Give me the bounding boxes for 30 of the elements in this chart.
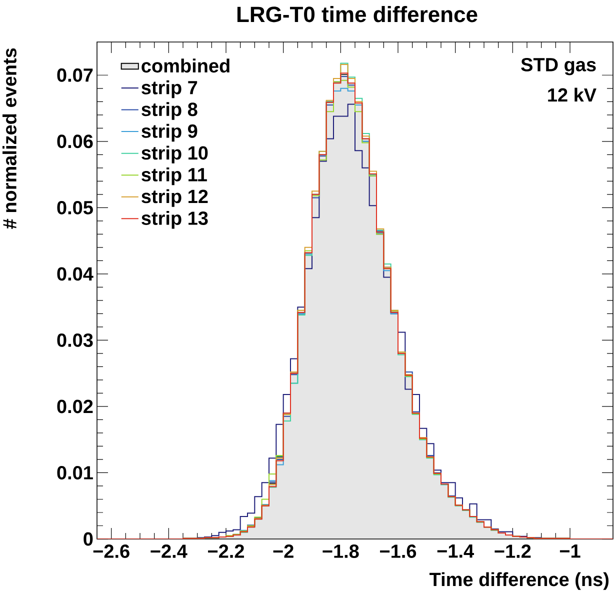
y-tick-label: 0.06 — [57, 134, 93, 148]
y-tick-label: 0 — [84, 532, 93, 546]
annotation: STD gas — [521, 58, 596, 76]
y-tick-label: 0.04 — [57, 267, 94, 281]
y-axis-title: # normalized events — [2, 48, 16, 229]
legend-label: strip 9 — [142, 124, 198, 142]
x-tick-label: −1 — [560, 544, 580, 558]
y-tick-label: 0.03 — [57, 333, 93, 347]
x-tick-label: −2.6 — [93, 544, 130, 558]
y-tick-label: 0.01 — [57, 466, 93, 480]
legend-label: strip 11 — [142, 167, 207, 186]
legend-label: strip 12 — [142, 189, 208, 207]
y-tick-label: 0.02 — [57, 400, 93, 414]
x-tick-label: −2.4 — [150, 544, 188, 558]
chart-title: LRG-T0 time difference — [237, 6, 478, 22]
x-tick-label: −2.2 — [208, 544, 244, 558]
y-tick-label: 0.05 — [57, 200, 93, 214]
x-tick-label: −1.2 — [494, 544, 531, 558]
legend-label: strip 10 — [142, 146, 208, 164]
legend-label: strip 7 — [142, 80, 198, 98]
x-tick-label: −1.4 — [437, 544, 474, 558]
legend-label: strip 13 — [142, 210, 208, 229]
x-axis-title: Time difference (ns) — [429, 572, 609, 590]
y-tick-label: 0.07 — [57, 68, 93, 82]
x-tick-label: −1.6 — [380, 544, 416, 558]
legend-label: combined — [142, 58, 230, 73]
legend-label: strip 8 — [142, 102, 198, 120]
x-tick-label: −1.8 — [322, 544, 359, 558]
annotation: 12 kV — [548, 88, 596, 102]
x-tick-label: −2 — [273, 544, 294, 558]
